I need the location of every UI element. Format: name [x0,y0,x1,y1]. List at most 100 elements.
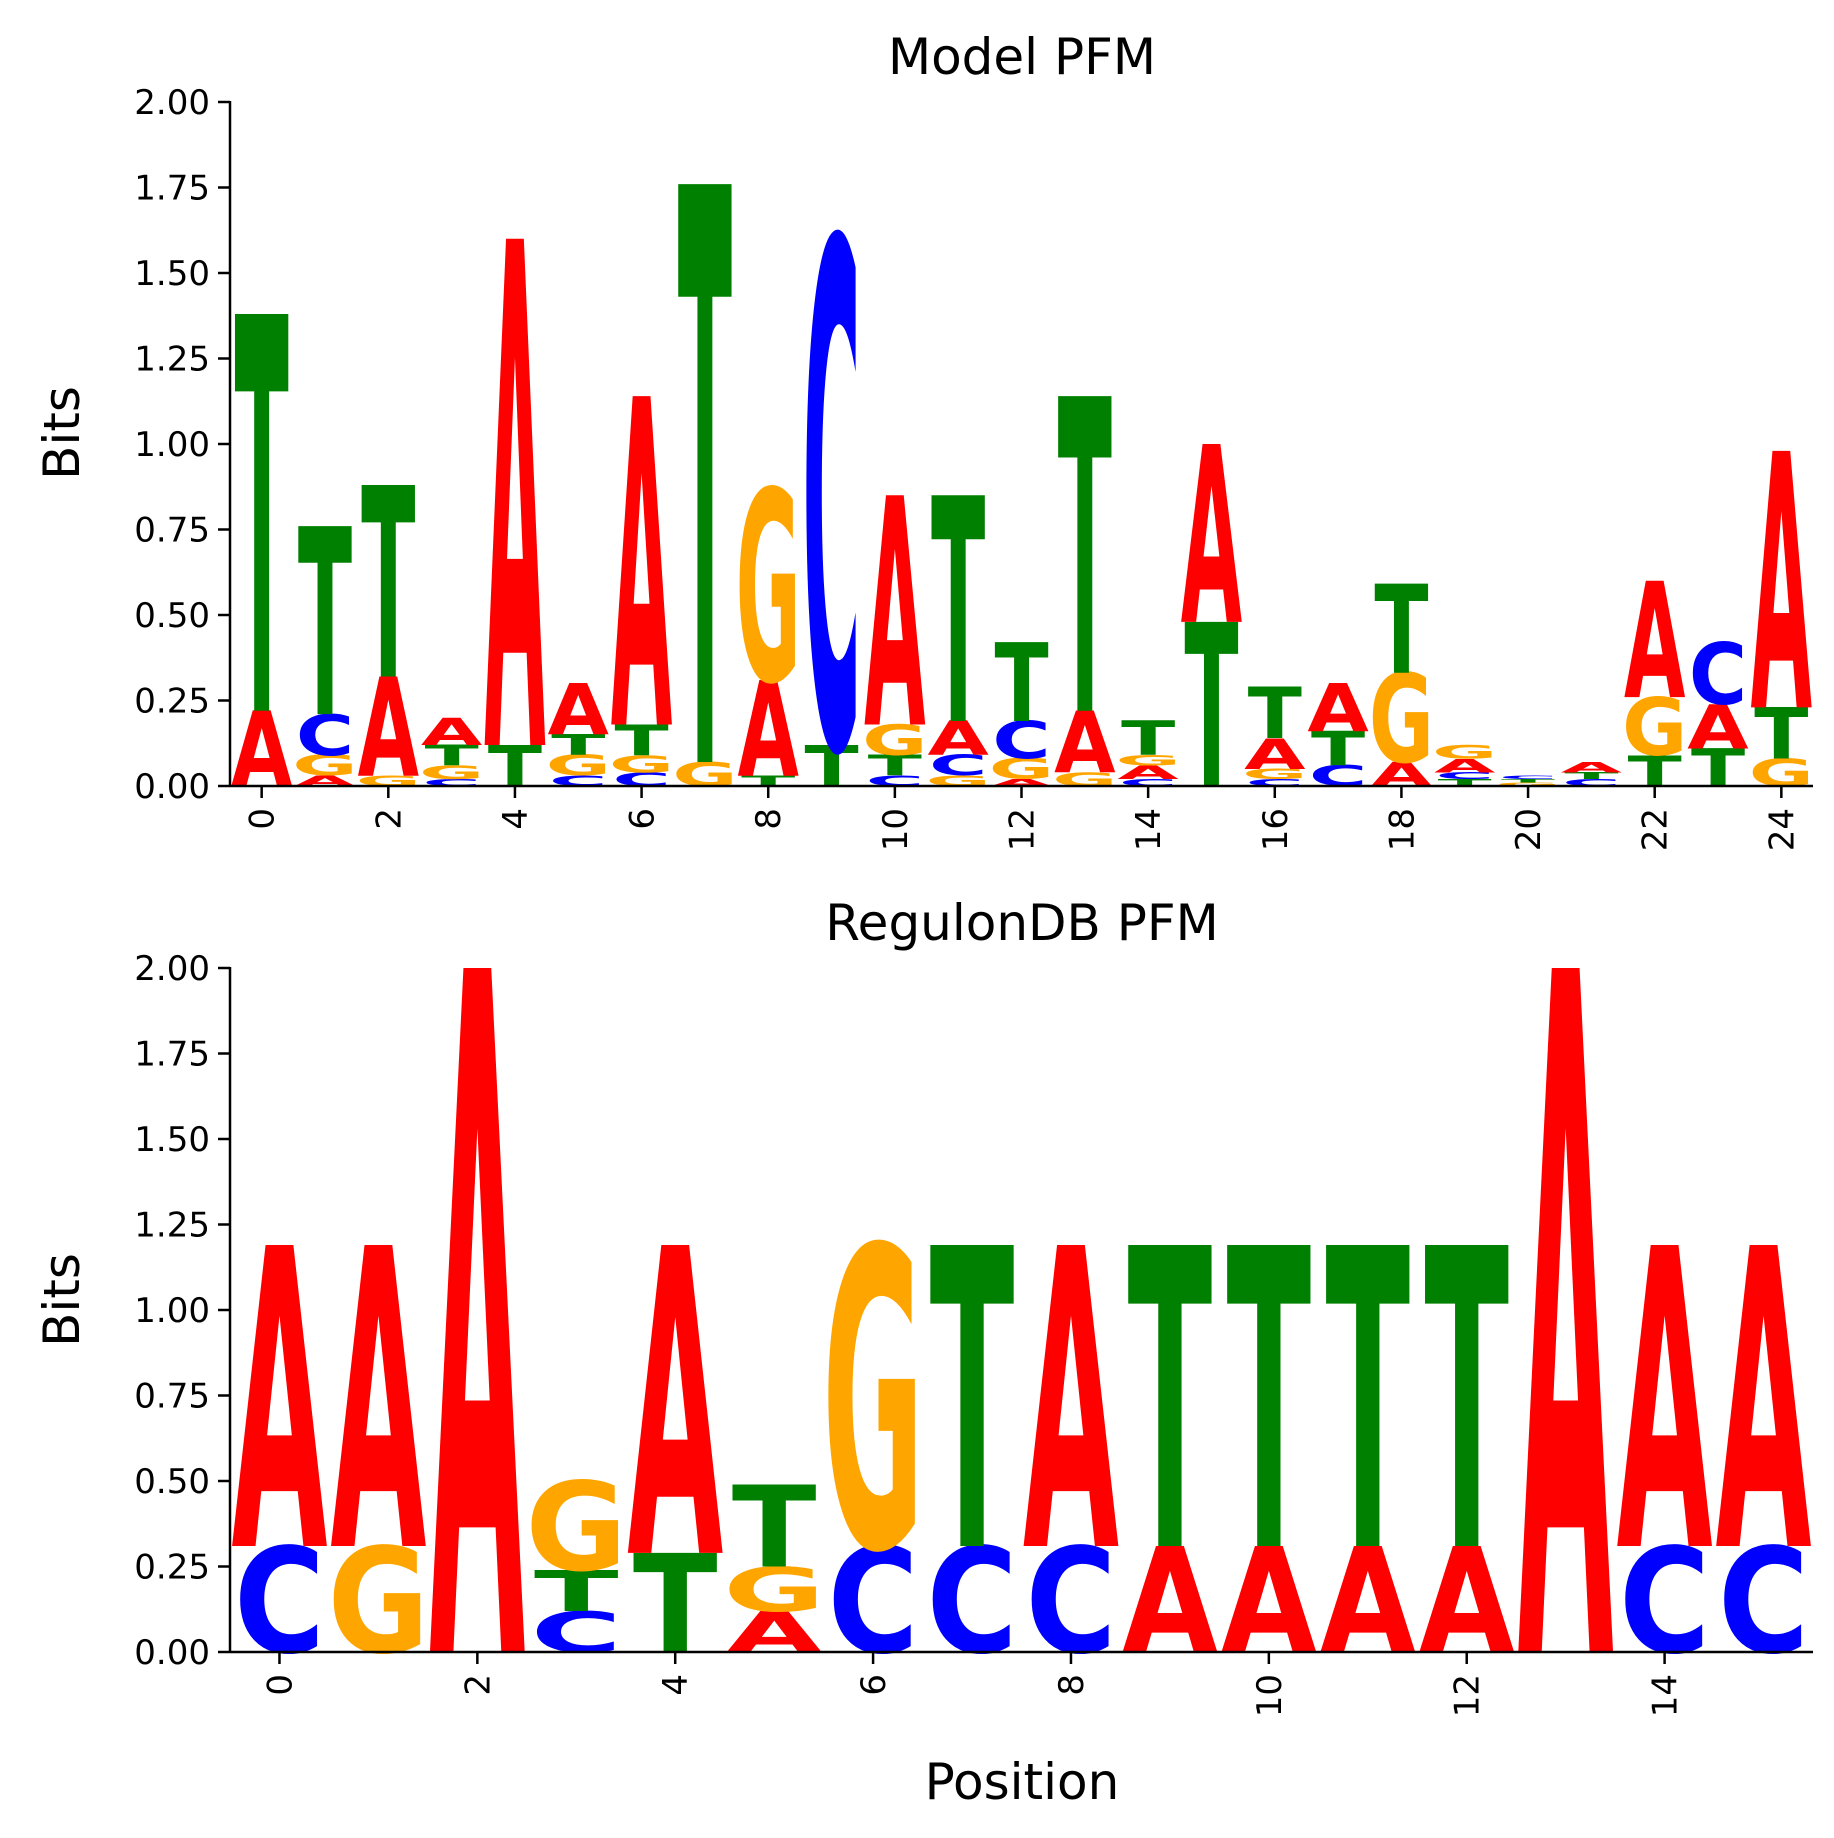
logo-letter-a: A [1518,781,1615,1834]
x-tick-label: 8 [1052,1674,1092,1696]
x-tick-label: 2 [458,1674,498,1696]
axes: 0.000.250.500.751.001.251.501.752.000 2 4 6… [134,83,1813,851]
logo-letter-t: T [868,750,923,783]
logo-letter-t: T [1754,693,1808,776]
logo-letter-t: T [1311,722,1366,777]
logo-letter-c: C [927,1517,1018,1686]
logo-letter-g: G [419,762,484,784]
logo-letter-t: T [1691,738,1746,798]
logo-letter-a: A [627,1162,724,1653]
logo-letter-t: T [994,622,1048,747]
logo-letter-a: A [1117,762,1179,784]
y-tick-label: 1.75 [134,169,210,209]
logo-letter-a: A [611,308,673,832]
y-tick-label: 1.00 [134,1291,210,1331]
y-tick-label: 1.25 [134,1206,210,1246]
logo-letter-g: G [989,754,1054,787]
y-tick-label: 0.50 [134,1462,210,1502]
logo-letter-c: C [1119,778,1177,789]
logo-letter-g: G [736,436,801,742]
logo-letter-g: G [1116,753,1181,769]
logo-letter-a: A [1122,1517,1218,1686]
logo-letter-t: T [1128,1163,1213,1644]
y-axis-label: Bits [33,386,91,480]
logo-letter-c: C [1689,627,1747,725]
logo-letter-a: A [1751,382,1812,792]
logo-letter-a: A [1244,730,1305,779]
y-tick-label: 1.00 [134,425,210,465]
x-tick-label: 4 [656,1674,696,1696]
logo-letter-c: C [1499,775,1557,780]
logo-letter-a: A [421,710,482,754]
panel-title: RegulonDB PFM [825,894,1219,952]
x-tick-label: 2 [369,808,409,830]
logo-letter-c: C [992,711,1050,771]
logo-letter-g: G [1495,782,1560,787]
logo-letter-c: C [422,778,480,789]
logo-letter-g: G [723,1555,825,1626]
x-tick-label: 0 [243,808,283,830]
logo-letter-a: A [231,1163,328,1644]
logo-letter-t: T [1325,1163,1410,1644]
logo-letter-t: T [1501,778,1556,783]
logo-letter-g: G [672,756,737,794]
logo-letter-t: T [678,26,733,949]
logo-letter-t: T [1438,778,1493,789]
logo-letter-c: C [1309,760,1367,793]
logo-letter-t: T [1184,577,1238,840]
x-tick-label: 6 [854,1674,894,1696]
x-tick-label: 24 [1762,808,1802,851]
logo-letter-t: T [732,1462,817,1593]
logo-letter-t: T [361,433,415,739]
regulondb-pfm-panel: RegulonDB PFM Bits Position CA GA A CTG TA AG… [33,781,1813,1838]
logo-letter-a: A [1624,549,1685,735]
y-tick-label: 1.50 [134,254,210,294]
logo-letter-a: A [738,653,799,807]
logo-letter-a: A [1054,695,1115,793]
logo-letter-t: T [298,476,352,776]
logo-letter-g: G [1622,681,1687,774]
logo-letter-g: G [862,716,927,765]
logo-letter-a: A [330,1163,427,1644]
x-axis-label: Position [925,1753,1120,1811]
logo-letter-t: T [425,740,480,773]
logo-letter-a: A [358,651,419,809]
logo-letter-t: T [1248,672,1302,755]
logo-letter-t: T [1058,312,1113,814]
logo-letter-t: T [1424,1163,1509,1644]
logo-letter-c: C [1436,771,1494,782]
y-tick-label: 1.25 [134,340,210,380]
logo-letter-g: G [1369,649,1434,791]
y-tick-label: 0.50 [134,596,210,636]
logo-letter-a: A [1716,1163,1813,1644]
logo-letter-t: T [1564,771,1619,782]
logo-letter-g: G [822,1163,924,1644]
logo-letter-a: A [864,434,925,800]
logo-letter-c: C [1562,778,1620,789]
x-tick-label: 14 [1129,808,1169,851]
x-tick-label: 4 [496,808,536,830]
logo-letter-g: G [1242,766,1307,782]
y-tick-label: 0.25 [134,1548,210,1588]
logo-letter-t: T [615,716,669,765]
y-tick-label: 0.00 [134,767,210,807]
logo-letter-g: G [1432,741,1497,763]
logo-letter-a: A [1561,759,1622,775]
logo-letter-c: C [531,1600,622,1665]
logo-letter-a: A [1023,1163,1120,1644]
logo-letter-a: A [1687,692,1749,764]
logo-letter-g: G [609,751,674,778]
y-tick-label: 2.00 [134,949,210,989]
logo-letter-g: G [546,750,611,783]
x-tick-label: 18 [1382,808,1422,851]
logo-letter-a: A [484,100,546,909]
logo-letter-g: G [525,1458,627,1600]
y-tick-label: 0.00 [134,1633,210,1673]
logo-letter-c: C [296,704,354,769]
x-tick-label: 14 [1646,1674,1686,1717]
logo-letter-g: G [292,750,357,783]
logo-letter-a: A [1181,396,1242,680]
x-tick-label: 22 [1636,808,1676,851]
